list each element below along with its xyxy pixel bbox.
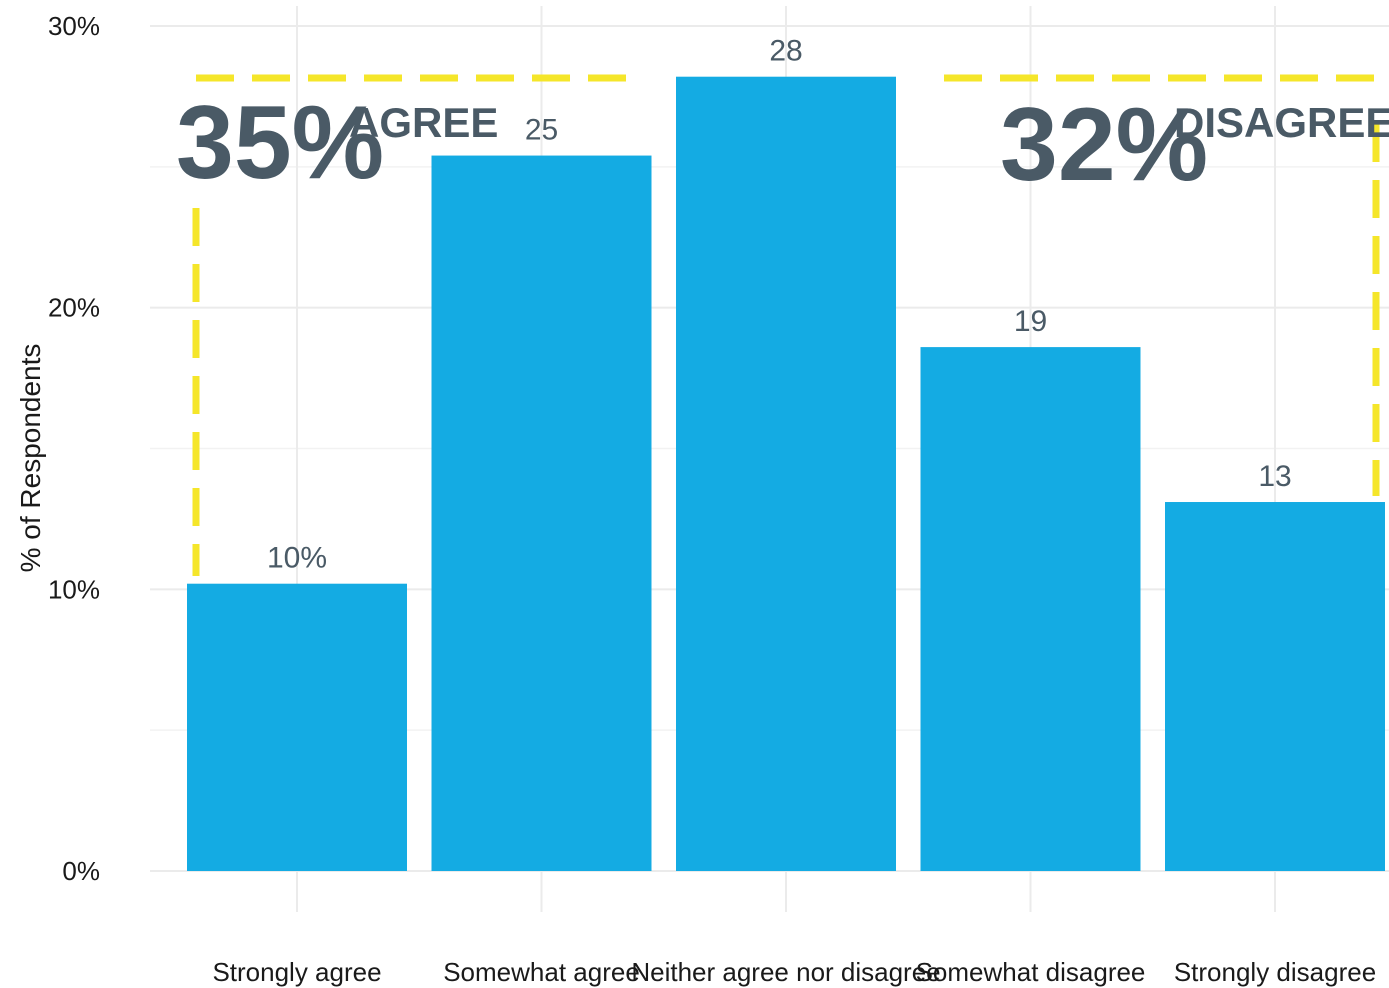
- highlight-boxes: [192, 74, 1380, 576]
- x-tick-label: Somewhat disagree: [916, 957, 1146, 987]
- y-tick-label: 20%: [48, 293, 100, 323]
- data-label: 28: [769, 35, 802, 68]
- y-tick-label: 10%: [48, 574, 100, 604]
- x-tick-label: Neither agree nor disagree: [631, 957, 940, 987]
- bar: [1165, 502, 1385, 871]
- y-tick-label: 0%: [62, 856, 100, 886]
- bar: [431, 155, 652, 872]
- y-tick-label: 30%: [48, 11, 100, 41]
- x-tick-label: Somewhat agree: [443, 957, 640, 987]
- agree-percent: 35%: [176, 85, 384, 201]
- bar: [187, 583, 407, 871]
- disagree-word: DISAGREE: [1174, 99, 1389, 146]
- x-tick-label: Strongly agree: [212, 957, 381, 987]
- data-label: 13: [1258, 460, 1291, 493]
- agree-word: AGREE: [349, 99, 498, 146]
- data-label: 19: [1014, 305, 1047, 338]
- data-label: 25: [525, 114, 558, 147]
- data-label: 10%: [267, 542, 327, 575]
- bar: [920, 347, 1141, 872]
- y-tick-labels: 0% 10% 20% 30%: [48, 11, 100, 886]
- x-tick-label: Strongly disagree: [1174, 957, 1376, 987]
- group-annotations: 35% AGREE 32% DISAGREE: [176, 85, 1389, 203]
- bar: [676, 76, 896, 871]
- bars: [187, 76, 1385, 872]
- y-axis-title: % of Respondents: [15, 344, 46, 573]
- disagree-percent: 32%: [1000, 87, 1208, 203]
- data-labels: 10% 25 28 19 13: [267, 35, 1292, 575]
